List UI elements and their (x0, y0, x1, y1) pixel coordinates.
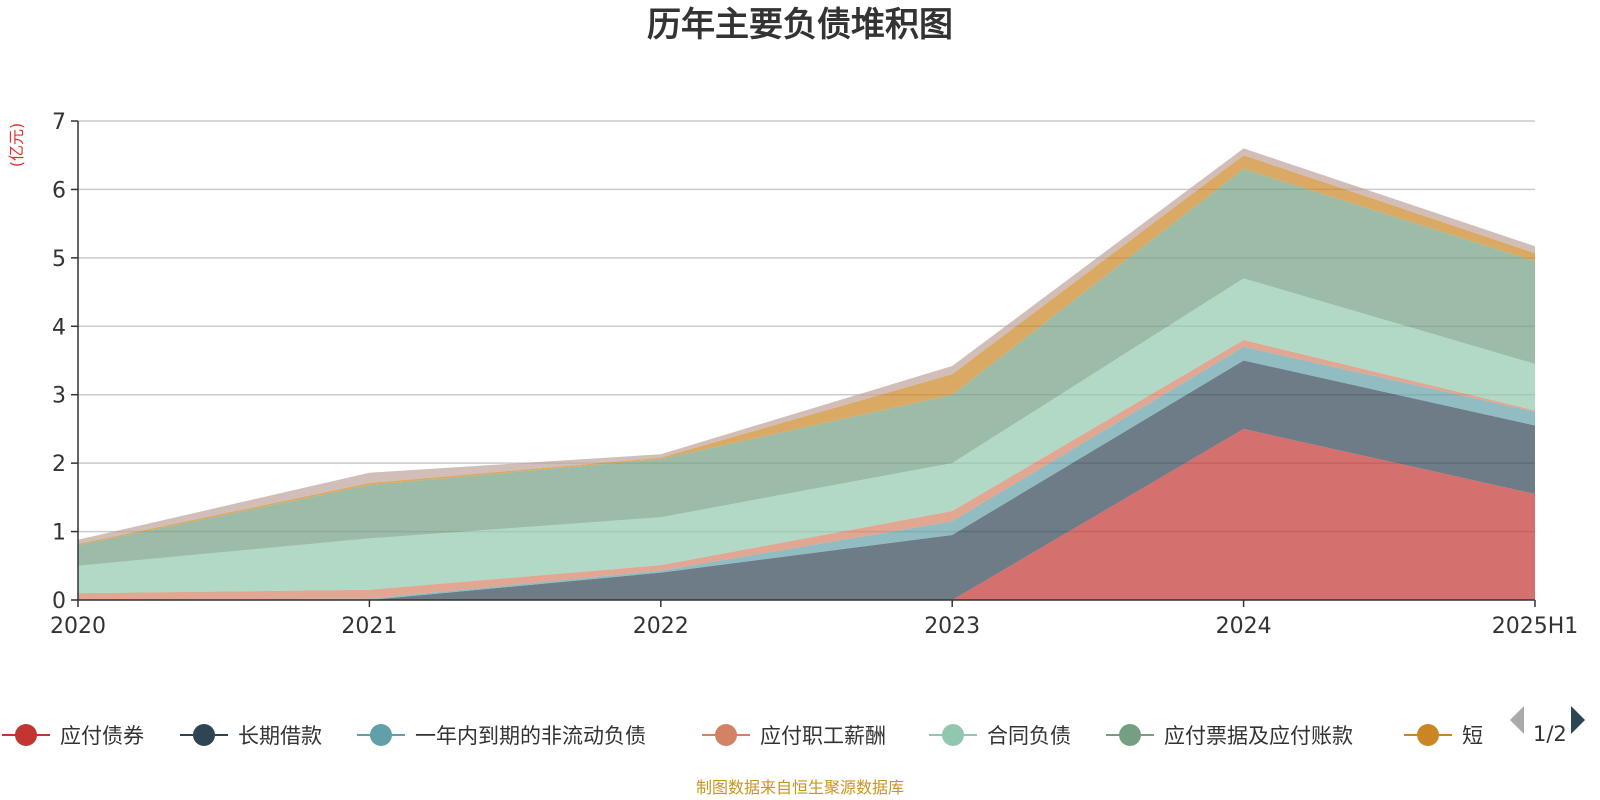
legend-item[interactable]: 应付票据及应付账款 (1106, 724, 1353, 748)
y-axis-unit: (亿元) (7, 123, 26, 168)
legend-item[interactable]: 长期借款 (180, 724, 322, 748)
data-source-note: 制图数据来自恒生聚源数据库 (696, 778, 904, 797)
series-areas (78, 148, 1535, 600)
grid-lines (78, 120, 1535, 533)
x-tick-label: 2023 (924, 614, 980, 639)
series-area-2 (78, 346, 1535, 600)
legend-marker (1119, 724, 1141, 746)
legend-label: 应付票据及应付账款 (1164, 724, 1353, 748)
legend-prev-page-icon[interactable] (1510, 706, 1524, 734)
legend-marker (193, 724, 215, 746)
legend-marker (370, 724, 392, 746)
y-tick-label: 3 (52, 384, 66, 409)
legend-next-page-icon[interactable] (1571, 706, 1585, 734)
chart-title: 历年主要负债堆积图 (647, 5, 953, 45)
y-tick-label: 5 (52, 247, 66, 272)
legend-item[interactable]: 应付职工薪酬 (702, 724, 886, 748)
legend-label: 合同负债 (987, 724, 1071, 748)
legend-marker (942, 724, 964, 746)
series-area-4 (78, 278, 1535, 594)
legend-item[interactable]: 合同负债 (929, 724, 1071, 748)
legend-label: 应付职工薪酬 (760, 724, 886, 748)
series-area-5 (78, 168, 1535, 566)
legend-label: 一年内到期的非流动负债 (415, 724, 646, 748)
x-tick-label: 2025H1 (1492, 614, 1579, 639)
series-area-1 (78, 360, 1535, 600)
legend-marker (1417, 724, 1439, 746)
x-tick-label: 2020 (50, 614, 106, 639)
legend-label: 应付债券 (60, 724, 144, 748)
axes: 0 1 2 3 4 5 6 7 2020 2021 2022 2023 2024 2025H1 (50, 110, 1578, 639)
y-tick-label: 0 (52, 589, 66, 614)
legend-pager: 1/2 (1510, 706, 1585, 746)
legend-item[interactable]: 应付债券 (2, 724, 144, 748)
legend-item[interactable]: 一年内到期的非流动负债 (357, 724, 646, 748)
y-tick-label: 7 (52, 110, 66, 135)
legend-marker (15, 724, 37, 746)
x-tick-label: 2021 (341, 614, 397, 639)
legend-item[interactable]: 短 (1404, 724, 1483, 748)
y-tick-label: 2 (52, 452, 66, 477)
x-tick-label: 2022 (633, 614, 689, 639)
legend-label: 长期借款 (238, 724, 322, 748)
y-tick-label: 4 (52, 315, 66, 340)
x-tick-label: 2024 (1216, 614, 1272, 639)
legend-marker (715, 724, 737, 746)
legend-label: 短 (1462, 724, 1483, 748)
y-tick-label: 1 (52, 521, 66, 546)
legend: 应付债券 长期借款 一年内到期的非流动负债 应付职工薪酬 合同负债 应付票据及应付账款 短 (2, 724, 1483, 748)
y-tick-label: 6 (52, 178, 66, 203)
legend-page-indicator: 1/2 (1533, 722, 1567, 746)
